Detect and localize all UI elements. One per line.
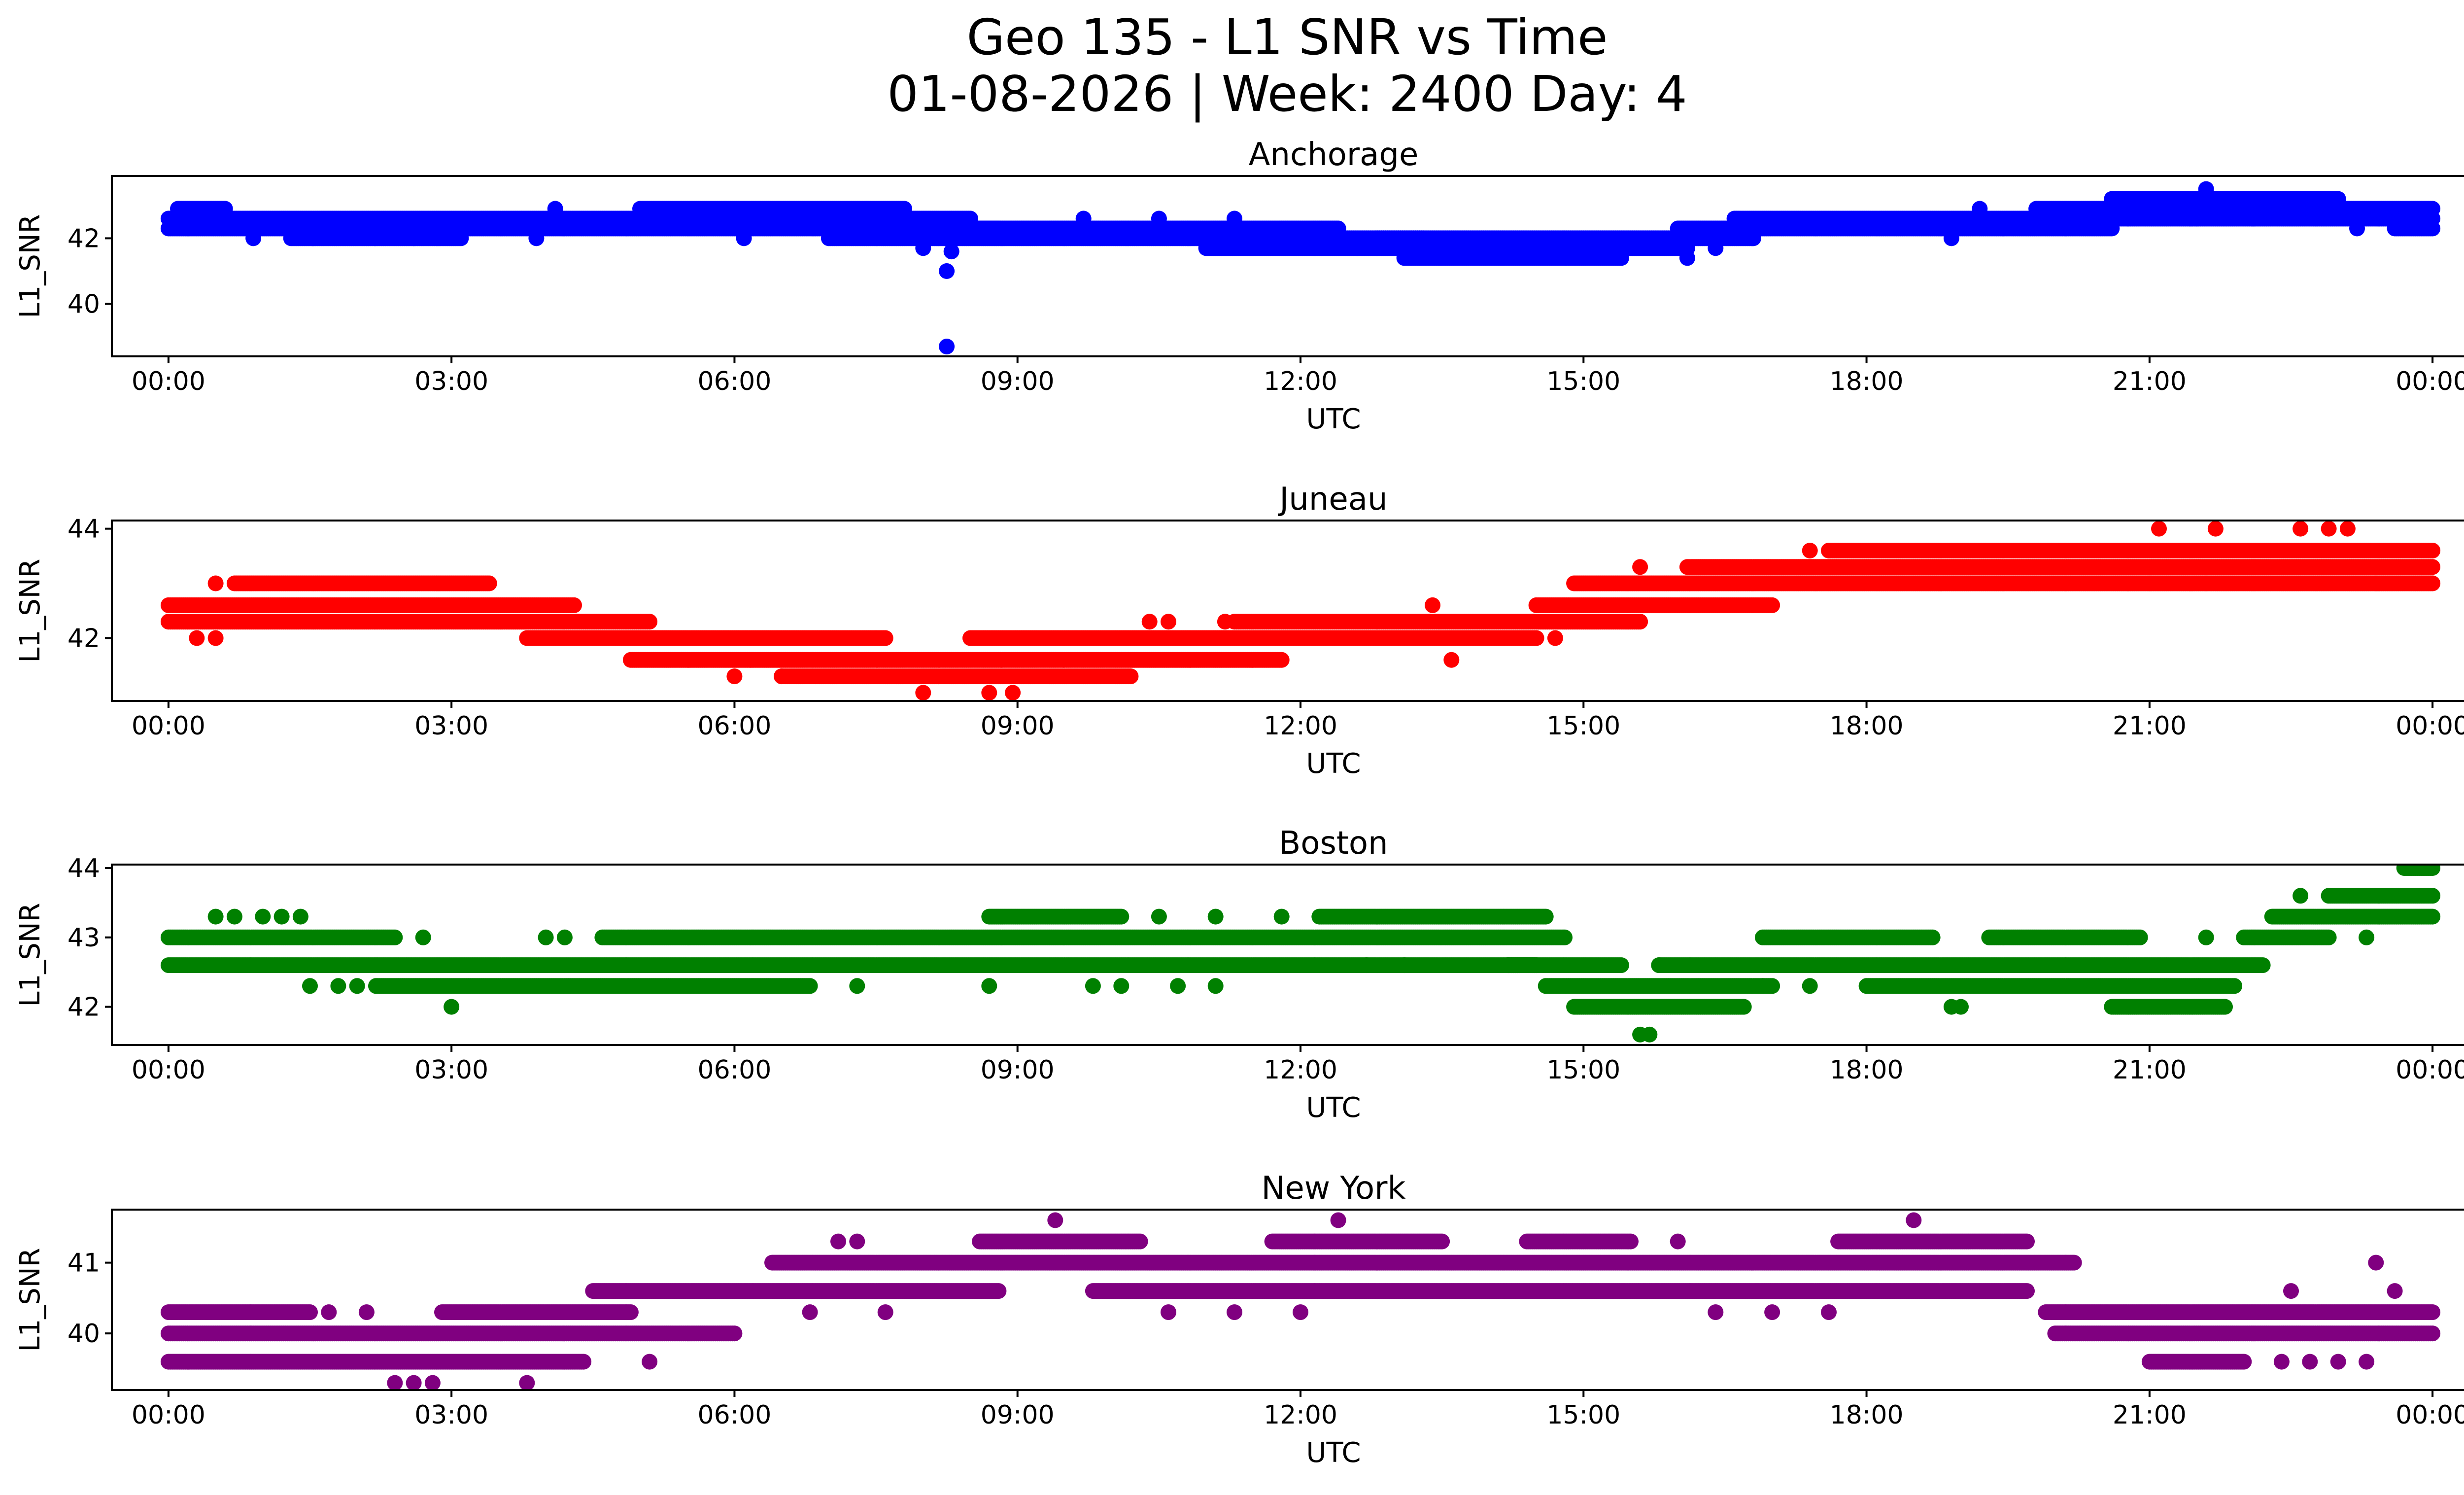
data-point (1679, 250, 1695, 266)
figure-title-line2: 01-08-2026 | Week: 2400 Day: 4 (887, 65, 1687, 123)
x-tick-label: 00:00 (132, 367, 205, 396)
y-axis-label: L1_SNR (14, 214, 46, 318)
data-point (1349, 240, 1365, 256)
data-point (406, 230, 422, 246)
x-tick-label: 00:00 (2396, 367, 2464, 396)
data-point (165, 210, 181, 227)
data-point (915, 240, 931, 256)
x-tick-label: 12:00 (1264, 367, 1337, 396)
figure-title-line1: Geo 135 - L1 SNR vs Time (967, 8, 1608, 66)
data-point (1943, 230, 1959, 246)
x-tick-label: 03:00 (414, 367, 488, 396)
data-point (1708, 240, 1724, 256)
x-tick-label: 18:00 (1830, 367, 1904, 396)
panel-anchorage: Anchorage 00:00 03:00 06:00 09:00 12:00 15:00 1… (14, 137, 2464, 435)
data-point (1273, 652, 1290, 668)
x-tick-label: 21:00 (2113, 367, 2187, 396)
panel-title: Anchorage (1249, 137, 1419, 173)
data-point (1972, 201, 1988, 217)
data-point (1613, 250, 1629, 266)
x-tick-label: 06:00 (697, 367, 771, 396)
data-point (858, 201, 875, 217)
data-point (2245, 210, 2261, 227)
y-tick-label: 40 (68, 290, 100, 319)
data-points (160, 181, 2441, 354)
data-point (547, 201, 563, 217)
data-points (160, 521, 2441, 701)
data-point (736, 230, 752, 246)
data-point (642, 614, 658, 630)
data-point (2189, 210, 2205, 227)
x-tick-label: 15:00 (1546, 367, 1620, 396)
data-point (2349, 220, 2365, 237)
data-point (1151, 210, 1167, 227)
data-point (717, 201, 733, 217)
data-point (1227, 210, 1242, 227)
data-point (939, 339, 955, 354)
data-point (1528, 630, 1544, 646)
data-point (2330, 191, 2346, 207)
data-point (939, 263, 955, 279)
data-point (245, 230, 262, 246)
y-tick-label: 42 (68, 224, 100, 253)
data-point (453, 230, 469, 246)
data-point (2425, 220, 2441, 237)
x-tick-label: 09:00 (981, 367, 1055, 396)
x-axis-label: UTC (1306, 403, 1361, 435)
data-point (1075, 210, 1092, 227)
data-point (528, 230, 545, 246)
data-point (481, 575, 497, 591)
data-point (2226, 201, 2243, 217)
panel-title: Juneau (1277, 481, 1387, 518)
data-point (943, 243, 959, 260)
data-point (2198, 181, 2214, 197)
data-point (566, 597, 582, 613)
subplot-panels: Anchorage 00:00 03:00 06:00 09:00 12:00 15:00 1… (14, 137, 2464, 1469)
plot-frame (111, 175, 2464, 357)
data-point (1123, 668, 1139, 685)
